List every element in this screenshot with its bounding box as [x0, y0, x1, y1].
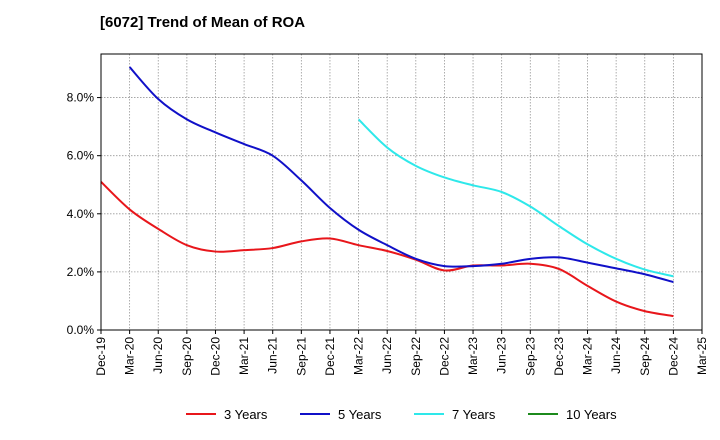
x-tick-label: Jun-22: [380, 337, 394, 374]
y-tick-label: 6.0%: [67, 149, 95, 163]
x-tick-label: Mar-21: [237, 337, 251, 375]
x-axis: Dec-19 Mar-20 Jun-20 Sep-20 Dec-20 Mar-21 Jun-…: [94, 330, 709, 376]
legend-label-5-years: 5 Years: [338, 407, 382, 422]
x-tick-label: Sep-20: [180, 337, 194, 376]
x-tick-label: Jun-23: [495, 337, 509, 374]
x-tick-label: Jun-24: [609, 337, 623, 374]
y-axis: 0.0% 2.0% 4.0% 6.0% 8.0%: [67, 91, 101, 337]
x-tick-label: Mar-23: [466, 337, 480, 375]
x-tick-label: Mar-22: [352, 337, 366, 375]
x-tick-label: Dec-19: [94, 337, 108, 376]
x-tick-label: Mar-25: [695, 337, 709, 375]
legend-label-10-years: 10 Years: [566, 407, 617, 422]
x-tick-label: Sep-23: [523, 337, 537, 376]
x-tick-label: Jun-21: [266, 337, 280, 374]
x-tick-label: Dec-20: [208, 337, 222, 376]
x-tick-label: Sep-21: [294, 337, 308, 376]
chart-title: [6072] Trend of Mean of ROA: [100, 14, 306, 31]
x-tick-label: Mar-24: [581, 337, 595, 375]
x-tick-label: Dec-21: [323, 337, 337, 376]
y-tick-label: 2.0%: [67, 265, 95, 279]
series-line-5-years: [128, 66, 674, 284]
x-tick-label: Dec-23: [552, 337, 566, 376]
series-line-7-years: [357, 118, 674, 278]
x-tick-label: Jun-20: [151, 337, 165, 374]
plot-area: [101, 54, 702, 330]
legend-label-7-years: 7 Years: [452, 407, 496, 422]
series-line-3-years: [100, 181, 674, 318]
plot-frame: [100, 53, 703, 331]
legend: 3 Years 5 Years 7 Years 10 Years: [186, 407, 617, 422]
legend-label-3-years: 3 Years: [224, 407, 268, 422]
x-tick-label: Sep-22: [409, 337, 423, 376]
series-lines: [100, 66, 674, 318]
y-tick-label: 0.0%: [67, 323, 95, 337]
y-tick-label: 8.0%: [67, 91, 95, 105]
y-tick-label: 4.0%: [67, 207, 95, 221]
x-tick-label: Mar-20: [123, 337, 137, 375]
x-tick-label: Sep-24: [638, 337, 652, 376]
x-tick-label: Dec-22: [437, 337, 451, 376]
grid-lines: [101, 54, 702, 330]
x-tick-label: Dec-24: [666, 337, 680, 376]
